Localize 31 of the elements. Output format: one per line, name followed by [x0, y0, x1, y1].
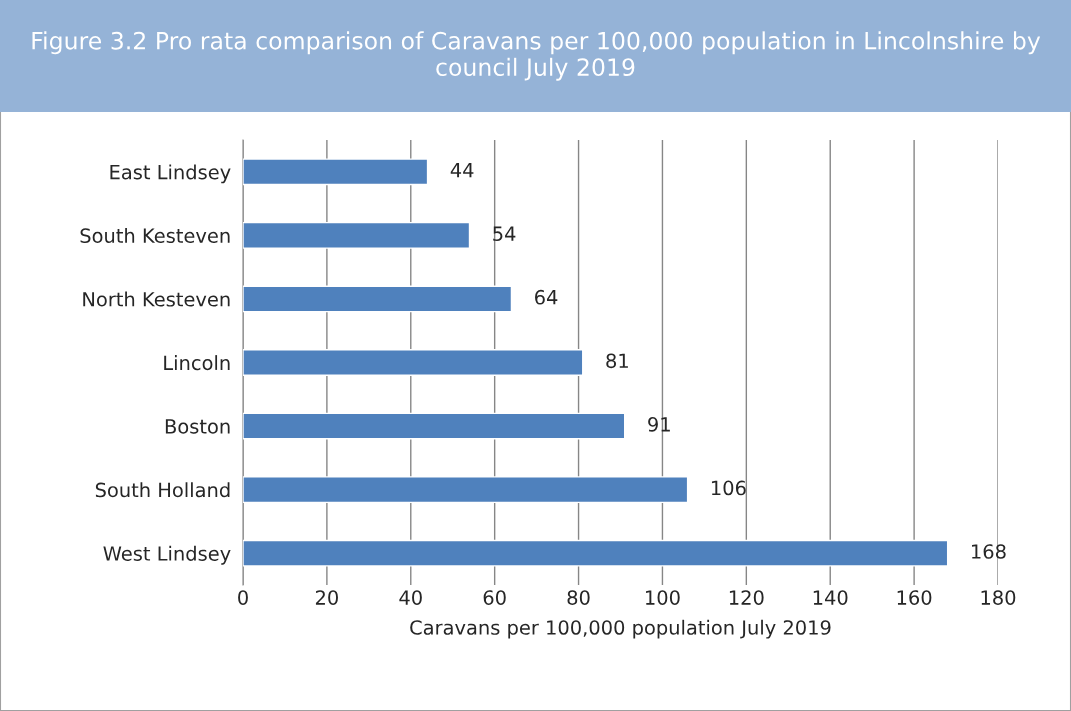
x-tick-label: 40 [399, 590, 422, 605]
x-tick-label: 100 [646, 590, 680, 605]
bar [243, 412, 626, 440]
data-label: 44 [450, 162, 474, 178]
y-tick-label: South Kesteven [80, 227, 230, 244]
y-tick-label: West Lindsey [103, 545, 231, 565]
bar [243, 476, 689, 504]
y-tick-label: South Holland [95, 482, 230, 498]
x-tick-label: 180 [981, 590, 1016, 605]
bar [243, 285, 513, 313]
bar [243, 349, 584, 376]
y-tick-label: East Lindsey [110, 164, 231, 184]
bar [243, 539, 949, 567]
data-label: 168 [972, 544, 1006, 559]
y-tick-label: Lincoln [164, 355, 230, 371]
x-tick-label: 20 [315, 590, 338, 605]
x-tick-label: 60 [483, 590, 506, 605]
bar [243, 221, 471, 249]
x-tick-label: 80 [567, 590, 590, 605]
y-tick-label: Boston [165, 419, 230, 434]
x-tick-label: 120 [729, 590, 764, 605]
data-label: 64 [535, 289, 558, 305]
x-axis-title: Caravans per 100,000 population July 2019 [410, 619, 831, 639]
x-tick-label: 0 [238, 590, 248, 605]
chart-title: Figure 3.2 Pro rata comparison of Caravans per 100,000 population in Lincolnshire by council July 2019 [32, 31, 1041, 81]
y-tick-label: North Kesteven [83, 291, 230, 307]
x-tick-label: 140 [813, 590, 848, 605]
bar [243, 158, 429, 186]
data-label: 106 [711, 480, 746, 496]
data-label: 81 [606, 353, 628, 369]
x-tick-label: 160 [897, 590, 932, 605]
